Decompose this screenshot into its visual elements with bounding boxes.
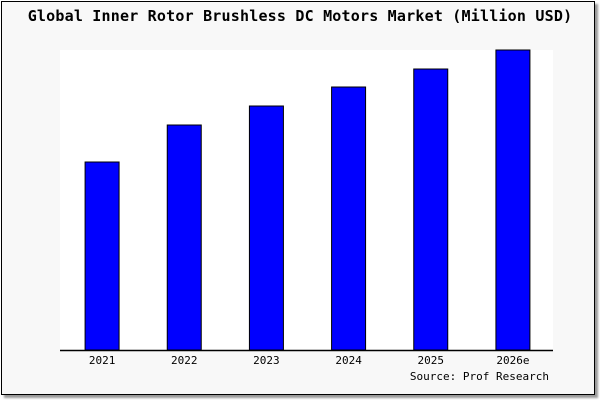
x-tick-label: 2021 [89, 354, 116, 367]
bar-2021 [84, 161, 120, 351]
x-tick-label: 2022 [171, 354, 198, 367]
source-label: Source: Prof Research [409, 370, 549, 383]
x-tick-label: 2024 [335, 354, 362, 367]
plot-area [60, 50, 553, 350]
bar-2024 [331, 86, 367, 351]
x-tick-label: 2025 [418, 354, 445, 367]
x-tick-label: 2023 [253, 354, 280, 367]
bar-2025 [413, 68, 449, 351]
bar-2023 [248, 105, 284, 351]
chart-title: Global Inner Rotor Brushless DC Motors M… [27, 7, 573, 25]
bar-2026e [495, 49, 531, 351]
bar-2022 [166, 124, 202, 351]
x-tick-label: 2026e [496, 354, 529, 367]
